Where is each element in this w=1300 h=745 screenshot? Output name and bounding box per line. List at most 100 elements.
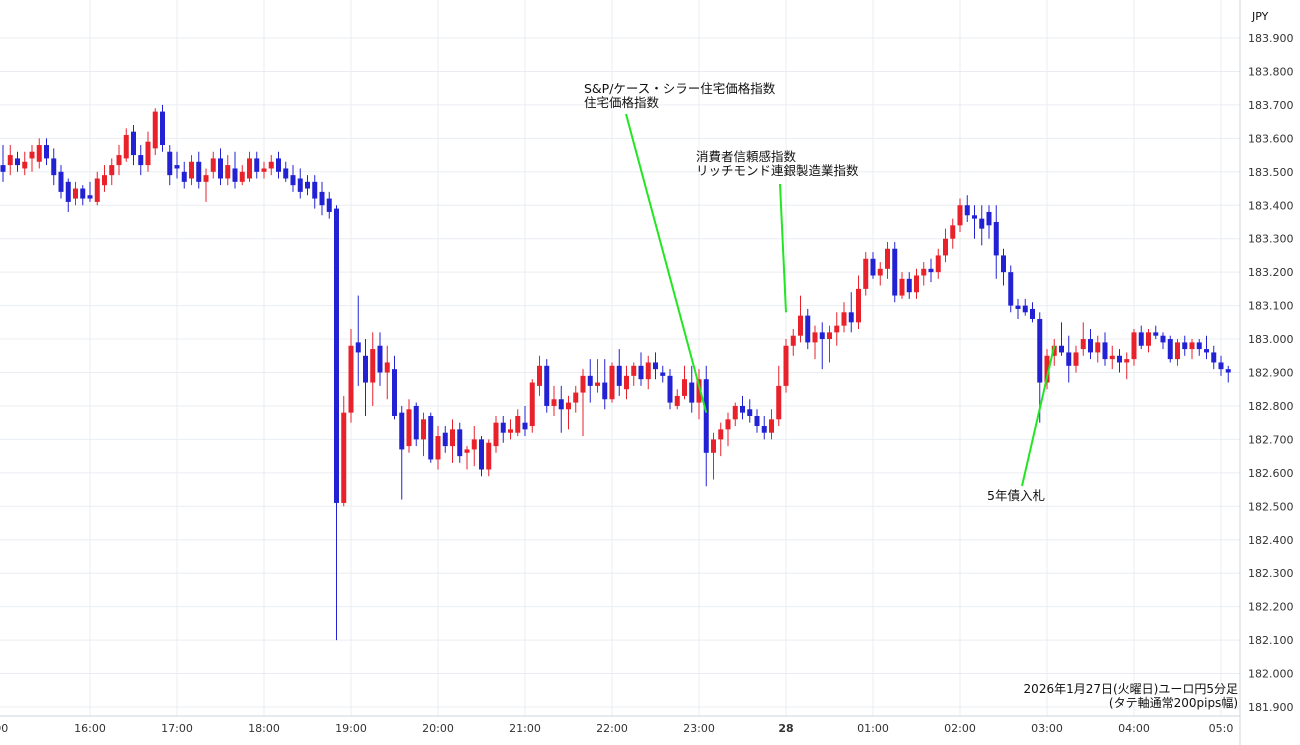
candle-body: [551, 399, 557, 406]
candle-body: [711, 439, 716, 453]
price-tick-label: 183.300: [1248, 233, 1294, 246]
candle: [58, 165, 64, 199]
candle-body: [152, 111, 158, 149]
candle-body: [877, 268, 883, 276]
candle-body: [906, 278, 912, 293]
time-tick-label: 05:0: [1209, 722, 1234, 735]
time-tick-label: 21:00: [509, 722, 541, 735]
annotation-label: 5年債入札: [987, 488, 1045, 503]
candle-body: [370, 349, 376, 383]
candle: [1030, 302, 1035, 323]
candle-body: [276, 158, 281, 172]
candle: [827, 325, 832, 363]
candle-body: [580, 375, 586, 393]
candle: [486, 439, 492, 477]
candle-body: [73, 188, 78, 199]
candle-body: [537, 365, 542, 386]
candle-body: [450, 429, 455, 447]
candle: [1138, 325, 1144, 350]
candle: [116, 145, 122, 176]
candle-body: [1218, 362, 1224, 370]
candle: [29, 145, 35, 172]
candle: [51, 148, 57, 186]
candle: [950, 218, 956, 249]
candle-body: [36, 145, 42, 162]
time-tick-label: 28: [778, 722, 793, 735]
candle: [544, 359, 550, 413]
candle: [645, 355, 651, 390]
chart-footnote: 2026年1月27日(火曜日)ユーロ円5分足(タテ軸通常200pips幅): [1024, 682, 1238, 710]
price-tick-label: 182.600: [1248, 467, 1294, 480]
candle-body: [508, 429, 513, 433]
candle-body: [870, 258, 876, 276]
candle-body: [645, 362, 651, 380]
candle: [848, 292, 854, 333]
candle-body: [848, 312, 854, 323]
candle: [123, 128, 129, 162]
price-tick-label: 183.100: [1248, 300, 1294, 313]
candle: [1160, 332, 1166, 350]
candle-body: [80, 188, 86, 199]
candle: [268, 155, 274, 176]
candle: [790, 329, 796, 356]
candle-body: [1196, 342, 1202, 350]
candle-body: [935, 255, 941, 273]
candle: [529, 379, 535, 433]
candle: [667, 369, 673, 410]
price-tick-label: 183.800: [1248, 65, 1294, 78]
candle-body: [964, 205, 970, 216]
annotation-callout-line: [625, 113, 708, 413]
candle: [573, 385, 579, 413]
time-tick-label: 19:00: [335, 722, 367, 735]
candle: [711, 432, 716, 480]
price-tick-label: 183.500: [1248, 166, 1294, 179]
candle: [1008, 265, 1014, 313]
candle: [442, 426, 448, 453]
candle-body: [1015, 305, 1021, 309]
candle: [805, 308, 811, 350]
candle: [1051, 339, 1057, 366]
candle-body: [225, 165, 231, 179]
candle: [624, 365, 629, 400]
price-tick-label: 182.400: [1248, 534, 1294, 547]
candle: [464, 446, 470, 470]
candle: [979, 205, 985, 246]
price-tick-label: 182.900: [1248, 367, 1294, 380]
candle-body: [798, 315, 803, 336]
candle: [522, 405, 528, 437]
candle-body: [769, 419, 774, 433]
candle: [1182, 335, 1188, 356]
candle-body: [689, 382, 695, 403]
candle-body: [1131, 332, 1137, 360]
candle: [740, 395, 745, 420]
candle: [993, 205, 999, 279]
candle-body: [1117, 355, 1122, 363]
candle-body: [1044, 355, 1050, 383]
candle: [653, 352, 658, 380]
candle-body: [348, 345, 354, 413]
candle: [145, 131, 151, 172]
candle: [428, 412, 434, 463]
candle: [783, 339, 789, 393]
candle-body: [790, 335, 796, 346]
candle-body: [819, 332, 825, 340]
candle: [558, 385, 564, 433]
candle: [247, 151, 252, 182]
candle: [261, 161, 267, 179]
candle-body: [428, 415, 434, 460]
candle: [297, 168, 303, 199]
candle: [798, 295, 803, 343]
candle-body: [196, 161, 202, 182]
price-tick-label: 182.000: [1248, 668, 1294, 681]
candle-body: [218, 158, 223, 179]
candle: [1095, 335, 1101, 363]
candle: [471, 426, 477, 467]
candle: [131, 124, 136, 166]
time-tick-label: 22:00: [596, 722, 628, 735]
candle: [152, 108, 158, 156]
candle-body: [885, 248, 890, 269]
candle: [384, 345, 390, 400]
axes-layer: JPY: [0, 0, 1269, 745]
candle-body: [15, 158, 20, 166]
